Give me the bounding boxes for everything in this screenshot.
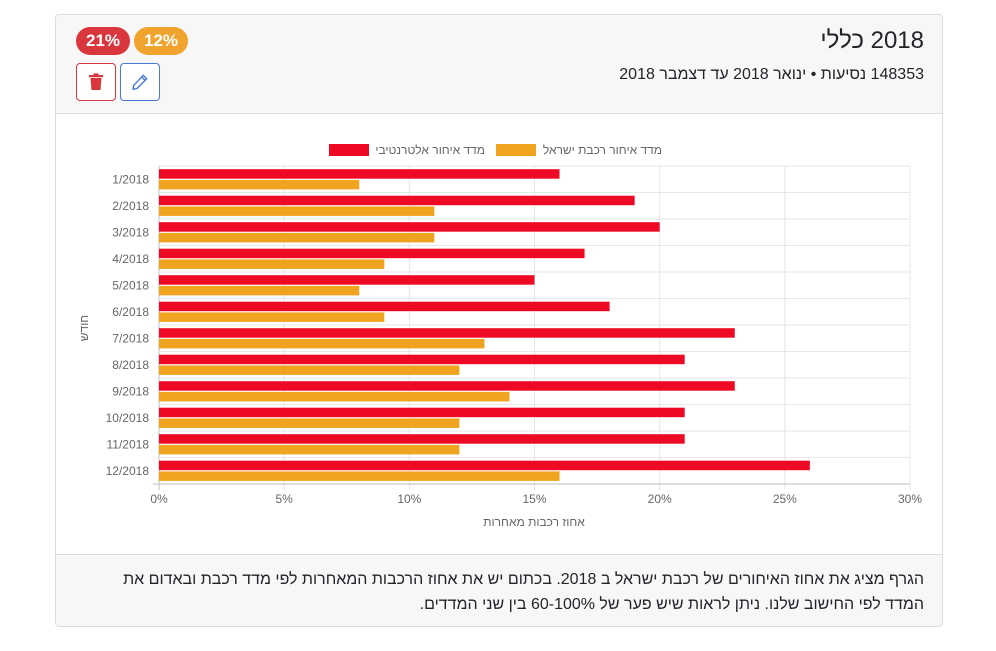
- bar-alternative: [159, 381, 735, 391]
- bar-alternative: [159, 434, 685, 444]
- chart-bars: [159, 169, 810, 481]
- bar-israel: [159, 391, 510, 402]
- x-tick-label: 5%: [275, 492, 293, 506]
- bar-alternative: [159, 328, 735, 338]
- x-tick-label: 25%: [773, 492, 797, 506]
- bar-alternative: [159, 460, 810, 471]
- bar-israel: [159, 259, 385, 269]
- bar-israel: [159, 418, 460, 428]
- bar-alternative: [159, 222, 660, 232]
- legend-swatch-israel: [496, 144, 536, 156]
- card-header: 2018 כללי 148353 נסיעות • ינואר 2018 עד …: [56, 15, 942, 114]
- bar-alternative: [159, 195, 635, 206]
- delete-button[interactable]: [76, 63, 116, 101]
- badge-alternative-index: 21%: [76, 27, 131, 55]
- bar-israel: [159, 471, 560, 481]
- y-tick-label: 12/2018: [106, 464, 150, 478]
- chart-area: מדד איחור רכבת ישראל מדד איחור אלטרנטיבי …: [56, 114, 942, 554]
- bar-israel: [159, 444, 460, 455]
- x-tick-label: 0%: [150, 492, 168, 506]
- x-tick-label: 10%: [397, 492, 421, 506]
- bar-israel: [159, 312, 385, 322]
- x-axis-title: אחוז רכבות מאחרות: [483, 515, 585, 529]
- y-tick-label: 9/2018: [112, 384, 149, 398]
- bar-alternative: [159, 248, 585, 259]
- legend-label-israel: מדד איחור רכבת ישראל: [543, 143, 662, 157]
- bar-israel: [159, 338, 485, 349]
- legend-label-alternative: מדד איחור אלטרנטיבי: [375, 143, 485, 157]
- y-tick-label: 5/2018: [112, 278, 149, 292]
- x-tick-labels: 0% 5% 10% 15% 20% 25% 30%: [150, 492, 922, 506]
- y-tick-labels: 1/2018 2/2018 3/2018 4/2018 5/2018 6/2018 7/20…: [106, 172, 150, 478]
- y-tick-label: 8/2018: [112, 358, 149, 372]
- y-tick-label: 1/2018: [112, 172, 149, 186]
- y-axis-title: חודש: [77, 315, 91, 341]
- chart-legend: מדד איחור רכבת ישראל מדד איחור אלטרנטיבי: [329, 143, 662, 157]
- y-tick-label: 2/2018: [112, 199, 149, 213]
- bar-israel: [159, 232, 435, 243]
- y-tick-label: 10/2018: [106, 411, 150, 425]
- bar-alternative: [159, 275, 535, 285]
- trash-icon: [89, 73, 103, 90]
- pencil-icon: [132, 74, 148, 90]
- badge-israel-index: 12%: [134, 27, 189, 55]
- bar-israel: [159, 285, 360, 296]
- bar-israel: [159, 206, 435, 216]
- bar-alternative: [159, 169, 560, 179]
- page-subtitle: 148353 נסיעות • ינואר 2018 עד דצמבר 2018: [619, 66, 924, 83]
- y-tick-label: 6/2018: [112, 305, 149, 319]
- bar-israel: [159, 179, 360, 190]
- legend-swatch-alternative: [329, 144, 369, 156]
- x-tick-label: 20%: [648, 492, 672, 506]
- chart-description: הגרף מציג את אחוז האיחורים של רכבת ישראל…: [123, 571, 924, 613]
- edit-button[interactable]: [120, 63, 160, 101]
- y-tick-label: 7/2018: [112, 331, 149, 345]
- x-tick-label: 30%: [898, 492, 922, 506]
- y-tick-label: 3/2018: [112, 225, 149, 239]
- bar-alternative: [159, 301, 610, 312]
- page-title: 2018 כללי: [820, 27, 924, 54]
- x-tick-label: 15%: [522, 492, 546, 506]
- bar-alternative: [159, 407, 685, 418]
- y-tick-label: 4/2018: [112, 252, 149, 266]
- y-tick-label: 11/2018: [107, 437, 150, 451]
- card-footer: הגרף מציג את אחוז האיחורים של רכבת ישראל…: [56, 554, 942, 626]
- chart-card: 2018 כללי 148353 נסיעות • ינואר 2018 עד …: [55, 14, 943, 627]
- bar-israel: [159, 365, 460, 375]
- bar-alternative: [159, 354, 685, 365]
